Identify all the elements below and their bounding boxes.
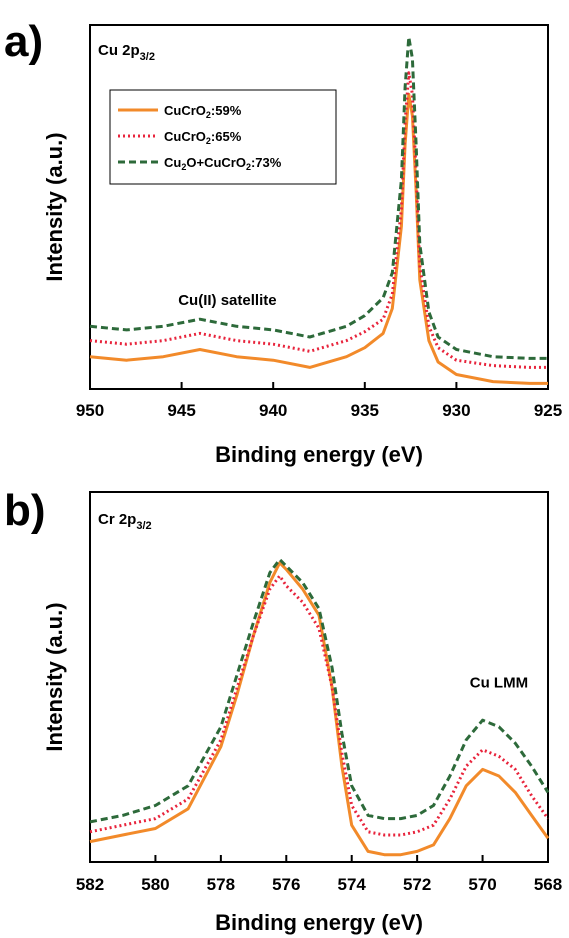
panel-b-annotation: Cu LMM	[470, 674, 528, 691]
panel-a-title: Cu 2p3/2	[98, 42, 155, 63]
panel-a-legend: CuCrO2:59% CuCrO2:65% Cu2O+CuCrO2:73%	[109, 89, 337, 185]
panel-b-x-ticks: 582 580 578 576 574 572 570 568	[76, 855, 562, 894]
panel-b-series-cu2o-cucro2-73	[89, 558, 550, 824]
legend-label-cucro2-65: CuCrO2:65%	[164, 129, 242, 146]
panel-a-plot-frame	[89, 24, 549, 390]
panel-b-x-axis-title: Binding energy (eV)	[215, 910, 423, 935]
panel-b-x-tick-label: 574	[338, 875, 367, 894]
panel-a-y-axis-title: Intensity (a.u.)	[42, 132, 67, 281]
panel-b-title: Cr 2p3/2	[98, 511, 152, 532]
panel-b: b) Cr 2p3/2 582 580 578 576 574 572 570 568 Cu …	[4, 486, 562, 935]
panel-a: a) Cu 2p3/2 950 945 940 935 930 925 Cu(II) sa…	[4, 17, 562, 467]
panel-a-x-ticks: 950 945 940 935 930 925	[76, 382, 562, 420]
panel-a-x-tick-label: 945	[167, 401, 195, 420]
legend-label-cu2o-cucro2-73: Cu2O+CuCrO2:73%	[164, 155, 282, 172]
panel-a-x-tick-label: 925	[534, 401, 562, 420]
panel-a-series-cucro2-65	[89, 71, 548, 369]
panel-b-y-axis-title: Intensity (a.u.)	[42, 602, 67, 751]
panel-b-series-cucro2-65	[89, 574, 550, 837]
panel-b-x-tick-label: 576	[272, 875, 300, 894]
panel-b-x-tick-label: 568	[534, 875, 562, 894]
panel-b-x-tick-label: 570	[468, 875, 496, 894]
panel-b-letter: b)	[4, 486, 46, 535]
panel-a-x-tick-label: 935	[351, 401, 379, 420]
panel-b-x-tick-label: 580	[141, 875, 169, 894]
panel-a-legend-box	[109, 89, 337, 185]
panel-a-x-tick-label: 940	[259, 401, 287, 420]
panel-b-x-tick-label: 582	[76, 875, 104, 894]
panel-a-letter: a)	[4, 17, 43, 66]
panel-b-plot-frame	[89, 491, 549, 863]
panel-a-series	[89, 35, 548, 385]
panel-a-x-tick-label: 930	[442, 401, 470, 420]
panel-a-x-tick-label: 950	[76, 401, 104, 420]
legend-label-cucro2-59: CuCrO2:59%	[164, 103, 242, 120]
panel-a-series-cucro2-59	[89, 92, 548, 385]
panel-b-x-tick-label: 578	[207, 875, 235, 894]
panel-a-annotation: Cu(II) satellite	[178, 292, 276, 309]
panel-a-series-cu2o-cucro2-73	[89, 35, 548, 360]
panel-b-x-tick-label: 572	[403, 875, 431, 894]
panel-b-series	[89, 558, 550, 857]
panel-b-series-cucro2-59	[89, 561, 550, 857]
panel-a-x-axis-title: Binding energy (eV)	[215, 442, 423, 467]
